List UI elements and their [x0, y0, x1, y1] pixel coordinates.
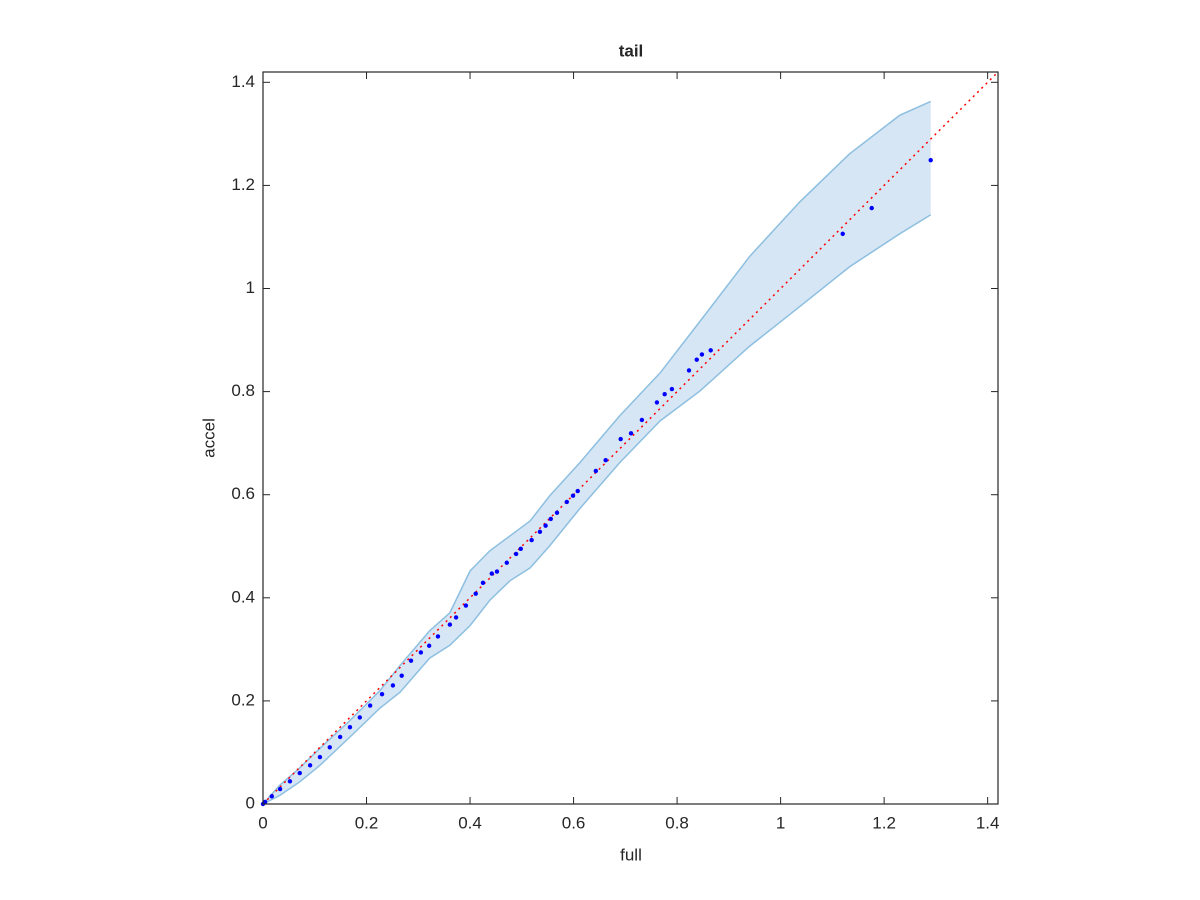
data-point: [447, 622, 453, 627]
x-tick-label: 0.4: [458, 813, 482, 832]
data-point: [357, 715, 362, 720]
data-point: [473, 591, 478, 596]
data-point: [277, 786, 283, 792]
data-point: [399, 673, 404, 678]
data-point: [297, 770, 302, 776]
x-tick-label: 0.6: [562, 813, 586, 832]
y-tick-label: 0.2: [231, 690, 255, 709]
data-point: [554, 510, 560, 515]
data-point: [513, 551, 519, 557]
chart-title: tail: [619, 41, 644, 60]
data-point: [928, 157, 933, 163]
data-point: [537, 529, 543, 535]
data-point: [489, 571, 494, 576]
data-point: [262, 799, 268, 805]
data-point: [317, 754, 323, 760]
band-upper: [262, 100, 932, 805]
data-point: [639, 417, 645, 423]
y-tick-label: 0.8: [231, 381, 255, 400]
y-tick-label: 0.4: [231, 587, 255, 606]
band-lower: [262, 214, 932, 805]
x-tick-label: 0.2: [355, 813, 379, 832]
data-point: [628, 431, 634, 436]
data-point: [575, 488, 580, 494]
data-point: [367, 703, 373, 708]
data-point: [504, 560, 509, 565]
data-point: [435, 634, 441, 639]
confidence-band: [263, 101, 931, 804]
reference-line: [262, 71, 999, 805]
x-tick-label: 0: [258, 813, 267, 832]
data-point: [426, 643, 432, 648]
data-point: [548, 516, 553, 522]
data-point: [379, 692, 385, 697]
data-point: [564, 499, 570, 505]
data-point: [327, 745, 332, 750]
data-point: [686, 368, 692, 373]
data-point: [669, 386, 675, 392]
data-point: [618, 436, 623, 442]
data-point: [494, 569, 500, 574]
data-point: [708, 348, 713, 353]
data-point: [287, 779, 293, 784]
data-point: [463, 603, 469, 608]
x-tick-label: 0.8: [665, 813, 689, 832]
data-point: [694, 357, 699, 362]
data-point: [307, 763, 313, 768]
data-point: [869, 205, 874, 211]
data-point: [453, 615, 459, 620]
x-tick-label: 1.4: [976, 813, 1000, 832]
y-tick-label: 1.4: [231, 72, 255, 91]
data-point: [408, 658, 414, 663]
data-point: [337, 734, 343, 740]
axes-box: [262, 71, 999, 805]
data-point: [662, 391, 667, 397]
y-tick-label: 1: [246, 278, 255, 297]
data-point: [840, 231, 845, 237]
data-point: [603, 457, 608, 463]
data-point: [480, 580, 486, 586]
data-point: [593, 468, 599, 474]
y-tick-label: 0.6: [231, 484, 255, 503]
data-point: [543, 523, 548, 528]
data-point: [654, 400, 660, 405]
data-point: [390, 683, 396, 688]
x-axis-label: full: [620, 845, 642, 864]
y-axis-label: accel: [199, 418, 218, 458]
data-point: [699, 352, 705, 357]
data-point: [570, 493, 576, 498]
data-point: [529, 537, 534, 543]
data-point: [269, 794, 274, 799]
data-point: [347, 724, 353, 730]
y-tick-label: 1.2: [231, 175, 255, 194]
x-tick-label: 1.2: [872, 813, 896, 832]
y-tick-label: 0: [246, 793, 255, 812]
data-point: [418, 650, 424, 655]
data-point: [518, 546, 523, 552]
x-tick-label: 1: [776, 813, 785, 832]
